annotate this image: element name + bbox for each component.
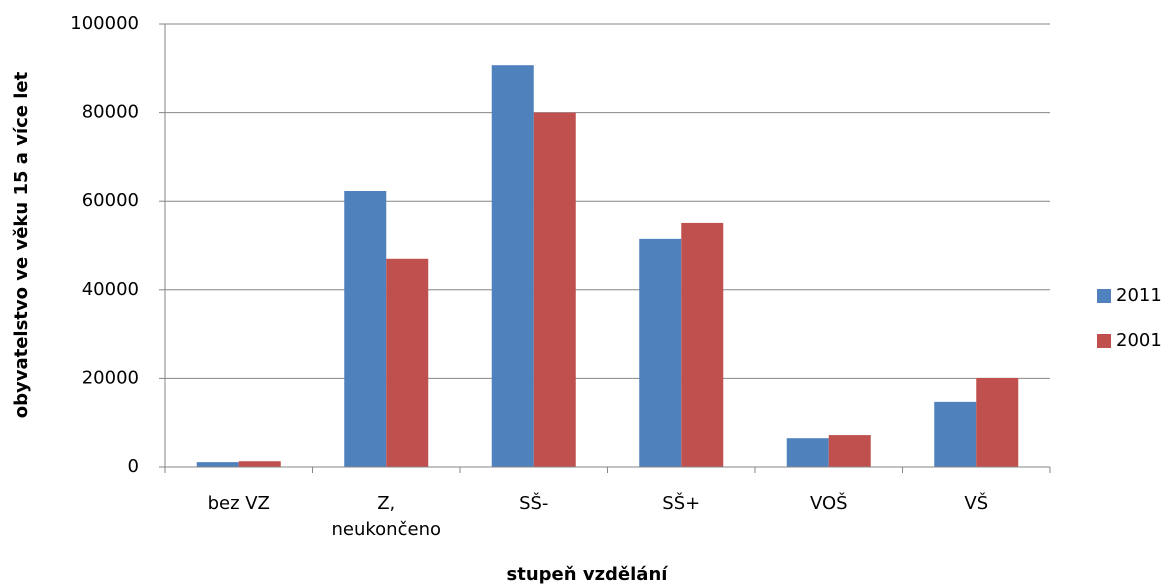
legend-swatch [1097, 289, 1111, 303]
x-tick-label: VOŠ [809, 493, 848, 514]
legend-swatch [1097, 334, 1111, 348]
bar [491, 65, 534, 467]
bar [196, 462, 239, 467]
bar [533, 112, 576, 467]
bar [786, 438, 829, 467]
x-tick-label: bez VZ [207, 493, 270, 514]
y-tick-label: 60000 [82, 190, 139, 211]
bar [976, 377, 1019, 467]
x-tick-label: Z, neukončeno [331, 493, 442, 540]
x-tick-label: SŠ+ [662, 493, 701, 514]
legend-label: 2011 [1116, 285, 1162, 306]
bar [828, 435, 871, 467]
bar [681, 222, 724, 467]
legend-label: 2001 [1116, 330, 1162, 351]
x-tick-label: SŠ- [519, 493, 549, 514]
bar [934, 401, 977, 467]
bar [386, 258, 429, 467]
bar [238, 461, 281, 467]
bar [639, 238, 682, 467]
bar [344, 191, 387, 468]
y-tick-label: 80000 [82, 102, 139, 123]
y-tick-label: 40000 [82, 279, 139, 300]
y-tick-label: 20000 [82, 367, 139, 388]
x-axis-title: stupeň vzdělání [507, 564, 669, 585]
x-tick-label: VŠ [964, 493, 989, 514]
y-tick-label: 100000 [70, 13, 139, 34]
y-tick-label: 0 [128, 456, 139, 477]
y-axis-title: obyvatelstvo ve věku 15 a více let [11, 71, 32, 418]
